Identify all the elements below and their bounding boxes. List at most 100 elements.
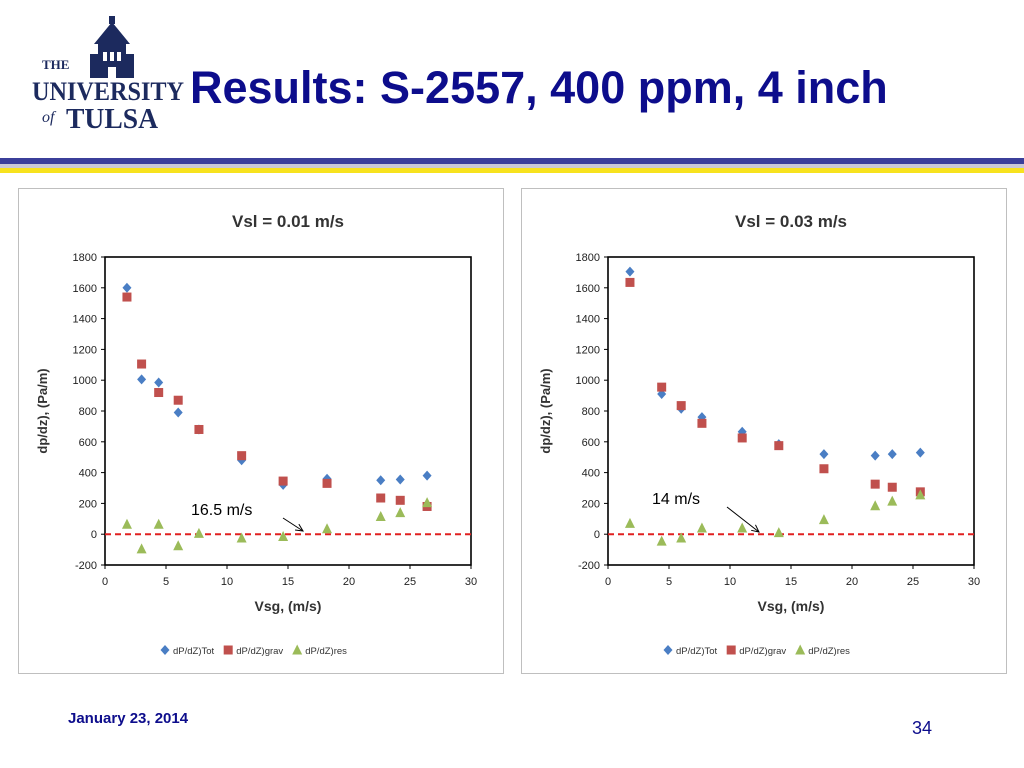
x-tick-label: 15 <box>282 576 294 588</box>
data-point-square <box>237 451 247 461</box>
university-of-tulsa-logo: THE UNIVERSITY of TULSA <box>32 16 184 135</box>
data-point-square <box>676 401 686 411</box>
legend-marker-square <box>223 645 233 655</box>
series-triangle <box>624 489 926 546</box>
data-point-diamond <box>137 374 147 385</box>
data-point-triangle <box>278 531 289 542</box>
data-point-triangle <box>870 500 881 511</box>
data-point-triangle <box>136 543 147 554</box>
data-point-triangle <box>153 518 164 529</box>
header-rule-gold <box>0 168 1024 173</box>
data-point-square <box>122 292 132 302</box>
y-tick-label: 400 <box>79 468 97 480</box>
plot-area-border <box>607 256 975 566</box>
slide-title: Results: S-2557, 400 ppm, 4 inch <box>190 62 888 113</box>
series-square <box>122 292 432 511</box>
series-diamond <box>625 266 925 461</box>
y-tick-label: 800 <box>79 406 97 418</box>
scatter-chart-vsl-0-03: Vsl = 0.03 m/s-2000200400600800100012001… <box>538 212 980 657</box>
data-point-diamond <box>173 407 183 418</box>
legend-entry-square: dP/dZ)grav <box>223 645 283 657</box>
y-tick-label: 600 <box>79 437 97 449</box>
y-tick-label: 400 <box>582 468 600 480</box>
data-point-triangle <box>121 518 132 529</box>
data-point-triangle <box>773 527 784 538</box>
y-tick-label: 1400 <box>576 314 600 326</box>
x-tick-label: 20 <box>846 576 858 588</box>
x-tick-label: 0 <box>102 576 108 588</box>
data-point-square <box>395 495 405 505</box>
data-point-diamond <box>870 450 880 461</box>
legend-entry-square: dP/dZ)grav <box>726 645 786 657</box>
data-point-square <box>657 382 667 392</box>
legend-label: dP/dZ)grav <box>236 646 283 657</box>
data-point-square <box>173 395 183 405</box>
chart-panel-vsl-0-03: Vsl = 0.03 m/s -200 0 200 400 600 800 1000 1200 1… <box>521 188 1007 674</box>
legend-label: dP/dZ)res <box>305 646 347 657</box>
data-point-square <box>278 476 288 486</box>
data-point-square <box>870 479 880 489</box>
svg-text:THE: THE <box>42 57 69 72</box>
x-tick-label: 5 <box>666 576 672 588</box>
y-tick-label: 1000 <box>576 375 600 387</box>
y-tick-label: 1800 <box>576 252 600 264</box>
annotation-arrow-line <box>726 506 760 533</box>
scatter-chart-vsl-0-01: Vsl = 0.01 m/s-2000200400600800100012001… <box>35 212 477 657</box>
y-tick-label: 800 <box>582 406 600 418</box>
chart-title: Vsl = 0.01 m/s <box>232 212 344 231</box>
y-tick-label: 200 <box>582 498 600 510</box>
series-diamond <box>122 282 432 490</box>
data-point-diamond <box>625 266 635 277</box>
legend-marker-triangle <box>292 644 303 655</box>
x-tick-label: 0 <box>605 576 611 588</box>
x-tick-label: 10 <box>724 576 736 588</box>
data-point-diamond <box>887 449 897 460</box>
data-point-square <box>194 424 204 434</box>
data-point-diamond <box>915 447 925 458</box>
data-point-triangle <box>915 489 926 500</box>
data-point-square <box>322 478 332 488</box>
y-tick-label: 200 <box>79 498 97 510</box>
y-tick-label: 1400 <box>73 314 97 326</box>
data-point-diamond <box>819 449 829 460</box>
annotation-arrow-head <box>751 524 760 533</box>
x-tick-label: 30 <box>968 576 980 588</box>
legend-marker-diamond <box>663 645 673 655</box>
y-tick-label: 1000 <box>73 375 97 387</box>
y-tick-label: 1600 <box>576 283 600 295</box>
data-point-diamond <box>376 475 386 486</box>
annotation-arrow-head <box>295 523 304 532</box>
annotation-arrow-line <box>282 517 304 532</box>
data-point-square <box>625 277 635 287</box>
y-tick-label: 1800 <box>73 252 97 264</box>
data-point-diamond <box>122 282 132 293</box>
y-tick-label: -200 <box>578 560 600 572</box>
data-point-diamond <box>395 474 405 485</box>
legend-entry-diamond: dP/dZ)Tot <box>663 645 718 657</box>
y-tick-label: 1200 <box>576 344 600 356</box>
header-rule-gray <box>0 164 1024 168</box>
data-point-square <box>154 388 164 398</box>
x-axis-label: Vsg, (m/s) <box>758 598 825 614</box>
data-point-diamond <box>422 470 432 481</box>
header-rule-navy <box>0 158 1024 164</box>
chart-panel-vsl-0-01: Vsl = 0.01 m/s -200 0 200 400 600 800 1000 1200 1… <box>18 188 504 674</box>
annotation-label: 14 m/s <box>652 491 700 508</box>
data-point-triangle <box>375 510 386 521</box>
data-point-square <box>376 493 386 503</box>
legend-entry-triangle: dP/dZ)res <box>795 644 850 657</box>
legend-label: dP/dZ)Tot <box>676 646 718 657</box>
data-point-triangle <box>624 517 635 528</box>
data-point-square <box>737 433 747 443</box>
x-tick-label: 25 <box>404 576 416 588</box>
y-tick-label: 0 <box>594 529 600 541</box>
legend-marker-diamond <box>160 645 170 655</box>
x-tick-label: 10 <box>221 576 233 588</box>
data-point-triangle <box>656 535 667 546</box>
svg-text:of: of <box>42 109 57 126</box>
data-point-square <box>819 464 829 474</box>
data-point-triangle <box>322 523 333 534</box>
y-axis-label: dp/dz), (Pa/m) <box>538 368 553 453</box>
data-point-triangle <box>818 514 829 525</box>
data-point-triangle <box>395 507 406 518</box>
